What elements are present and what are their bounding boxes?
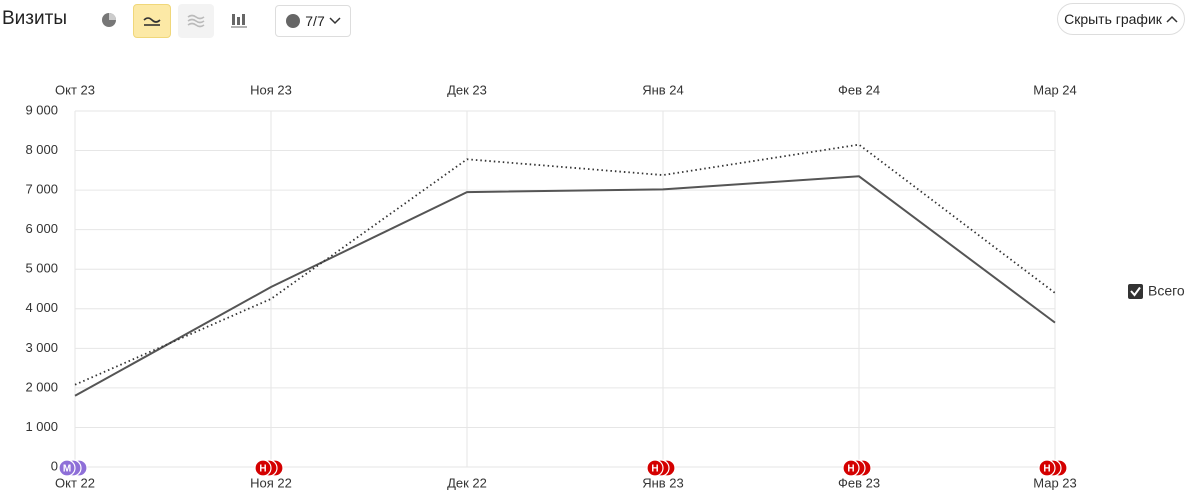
- icon: [143, 17, 161, 26]
- annotation-marker[interactable]: Н: [254, 459, 284, 477]
- y-tick-label: 7 000: [25, 182, 58, 197]
- x-tick-label: Мар 23: [1033, 475, 1077, 490]
- x-tick-label: Окт 22: [55, 475, 95, 490]
- annotation-label: Н: [1043, 464, 1050, 475]
- y-tick-label: 4 000: [25, 300, 58, 315]
- line-view-button[interactable]: [133, 4, 171, 38]
- annotation-circle: [842, 459, 860, 477]
- annotation-marker[interactable]: Н: [1038, 459, 1068, 477]
- annotation-circle: [58, 459, 76, 477]
- y-tick-label: 2 000: [25, 379, 58, 394]
- area-view-button[interactable]: [178, 4, 214, 38]
- pie-view-button[interactable]: [92, 4, 126, 36]
- x-top-label: Мар 24: [1033, 82, 1077, 97]
- legend-checkbox[interactable]: [1128, 284, 1143, 299]
- x-top-label: Окт 23: [55, 82, 95, 97]
- x-top-label: Янв 24: [642, 82, 684, 97]
- y-tick-label: 9 000: [25, 102, 58, 117]
- x-tick-label: Янв 23: [642, 475, 684, 490]
- y-tick-label: 3 000: [25, 340, 58, 355]
- annotation-label: Н: [847, 464, 854, 475]
- annotation-circle: [254, 459, 272, 477]
- annotation-circle: [646, 459, 664, 477]
- legend-label[interactable]: Всего: [1148, 283, 1185, 299]
- icon: [1166, 15, 1178, 23]
- icon: [329, 17, 341, 25]
- annotation-label: М: [63, 464, 71, 475]
- icon: [231, 14, 247, 28]
- x-top-label: Дек 23: [447, 82, 487, 97]
- annotation-label: Н: [651, 464, 658, 475]
- x-top-label: Ноя 23: [250, 82, 292, 97]
- x-top-label: Фев 24: [838, 82, 880, 97]
- title: Визиты: [2, 8, 67, 29]
- x-tick-label: Дек 22: [447, 475, 487, 490]
- annotation-marker[interactable]: Н: [646, 459, 676, 477]
- annotation-marker[interactable]: М: [58, 459, 88, 477]
- annotation-label: Н: [259, 464, 266, 475]
- bar-view-button[interactable]: [222, 4, 256, 36]
- y-tick-label: 8 000: [25, 142, 58, 157]
- checkmark: [1130, 286, 1141, 297]
- hide-chart-button[interactable]: Скрыть график: [1057, 3, 1185, 35]
- y-tick-label: 0: [51, 458, 58, 473]
- annotation-marker[interactable]: Н: [842, 459, 872, 477]
- hide-chart-label: Скрыть график: [1064, 11, 1162, 27]
- segments-label: 7/7: [305, 13, 325, 29]
- y-tick-label: 5 000: [25, 261, 58, 276]
- annotation-circle: [1038, 459, 1056, 477]
- x-tick-label: Ноя 22: [250, 475, 292, 490]
- y-tick-label: 6 000: [25, 221, 58, 236]
- series-line: [74, 175, 1056, 397]
- icon: [102, 13, 116, 27]
- x-tick-label: Фев 23: [838, 475, 880, 490]
- segments-button[interactable]: 7/7: [275, 5, 351, 37]
- icon: [286, 14, 301, 28]
- icon: [187, 14, 205, 28]
- y-tick-label: 1 000: [25, 419, 58, 434]
